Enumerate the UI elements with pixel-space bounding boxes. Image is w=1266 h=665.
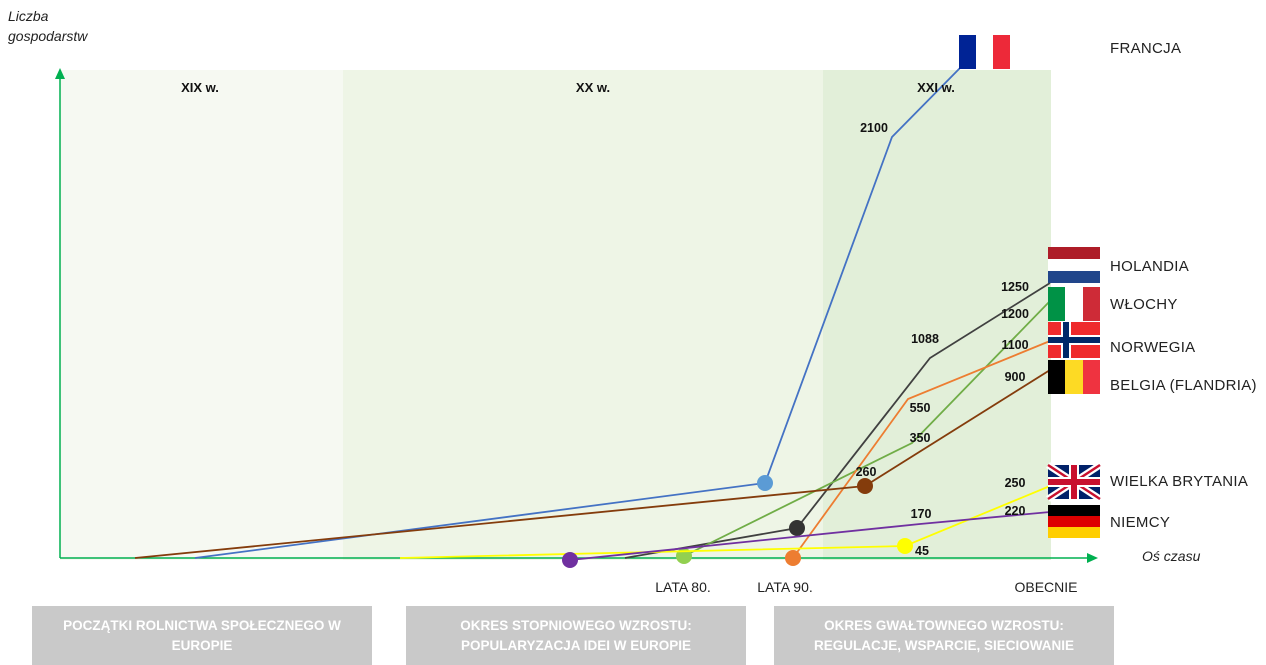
- data-label: 250: [1005, 476, 1026, 490]
- france-flag-icon: [959, 35, 1010, 69]
- data-label: 350: [910, 431, 931, 445]
- italy-flag-icon: [1048, 287, 1100, 321]
- data-label: 1100: [1001, 338, 1028, 352]
- legend-label-wielka-brytania: WIELKA BRYTANIA: [1110, 473, 1249, 490]
- era-label-xx: XX w.: [575, 80, 611, 95]
- netherlands-flag-icon: [1048, 247, 1100, 283]
- legend-label-niemcy: NIEMCY: [1110, 514, 1171, 531]
- period-box-beginnings: POCZĄTKI ROLNICTWA SPOŁECZNEGO W EUROPIE: [32, 606, 372, 665]
- period-box-rapid-growth: OKRES GWAŁTOWNEGO WZROSTU: REGULACJE, WS…: [774, 606, 1114, 665]
- data-label: 45: [915, 544, 929, 558]
- y-axis-title: Liczba gospodarstw: [8, 8, 88, 44]
- norway-flag-icon: [1048, 322, 1100, 358]
- series-marker-wielka-brytania: [897, 538, 913, 554]
- series-marker-holandia: [789, 520, 805, 536]
- data-label: 170: [911, 507, 932, 521]
- era-band-xxi: [823, 70, 1051, 560]
- legend-label-norwegia: NORWEGIA: [1110, 339, 1196, 356]
- data-label: 1250: [1001, 280, 1029, 294]
- y-axis-arrow: [55, 68, 65, 79]
- x-tick-label: LATA 90.: [757, 579, 813, 595]
- data-label: 900: [1005, 370, 1026, 384]
- series-marker-francja: [757, 475, 773, 491]
- era-band-xx: [343, 70, 823, 560]
- series-marker-norwegia: [785, 550, 801, 566]
- legend-label-holandia: HOLANDIA: [1110, 258, 1190, 275]
- legend-label-francja: FRANCJA: [1110, 40, 1182, 57]
- data-label: 1088: [911, 332, 939, 346]
- era-band-xix: [60, 70, 343, 560]
- era-label-xix: XIX w.: [181, 80, 219, 95]
- series-line-w-ochy: [683, 300, 1051, 557]
- series-marker-niemcy: [562, 552, 578, 568]
- x-tick-label: OBECNIE: [1014, 579, 1078, 595]
- series-marker-belgia-flandria: [857, 478, 873, 494]
- data-label: 2100: [860, 121, 888, 135]
- series-line-niemcy: [569, 511, 1051, 561]
- legend-label-belgia: BELGIA (FLANDRIA): [1110, 377, 1257, 394]
- belgium-flag-icon: [1048, 360, 1100, 394]
- x-tick-label: LATA 80.: [655, 579, 711, 595]
- era-label-xxi: XXI w.: [917, 80, 955, 95]
- germany-flag-icon: [1048, 505, 1100, 538]
- uk-flag-icon: [1046, 462, 1102, 502]
- data-label: 260: [856, 465, 877, 479]
- series-line-francja: [194, 67, 961, 559]
- x-axis-title: Oś czasu: [1142, 548, 1201, 564]
- data-label: 1200: [1001, 307, 1029, 321]
- data-label: 550: [910, 401, 931, 415]
- legend-label-wlochy: WŁOCHY: [1110, 296, 1178, 313]
- period-box-gradual-growth: OKRES STOPNIOWEGO WZROSTU: POPULARYZACJA…: [406, 606, 746, 665]
- x-axis-arrow: [1087, 553, 1098, 563]
- series-line-norwegia: [792, 340, 1051, 559]
- data-label: 220: [1005, 504, 1026, 518]
